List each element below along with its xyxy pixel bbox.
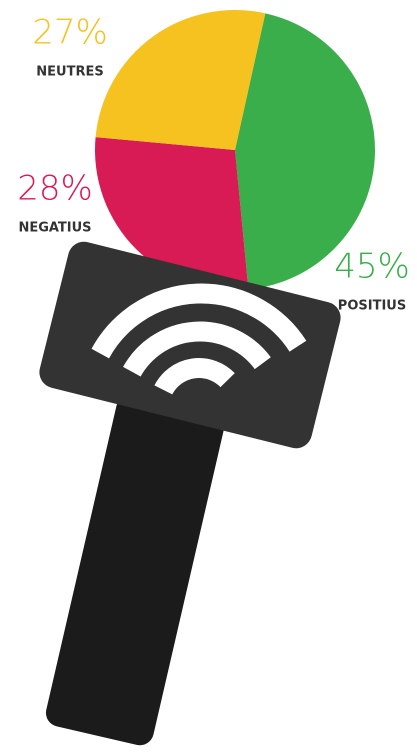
category-label: NEUTRES (36, 65, 103, 80)
microphone-handle (43, 392, 227, 748)
category-label: NEGATIUS (18, 221, 91, 236)
category-label: POSITIUS (338, 299, 406, 314)
value-label: 45% (334, 247, 410, 287)
page: 45%POSITIUS28%NEGATIUS27%NEUTRES (() => … (0, 0, 417, 752)
value-label: 28% (17, 169, 93, 209)
value-label: 27% (32, 13, 108, 53)
chart: 45% POSITIUS 28% NEGATIUS 27% NEUTRES (0, 0, 417, 752)
pie (95, 10, 375, 290)
